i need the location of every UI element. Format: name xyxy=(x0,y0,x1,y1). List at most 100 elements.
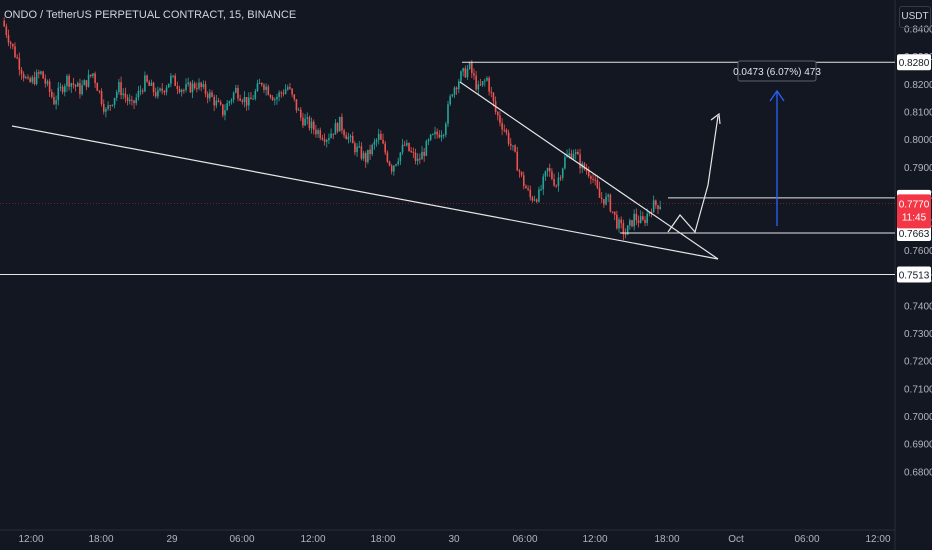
candle-body xyxy=(507,132,510,144)
candle-body xyxy=(445,123,447,135)
candle-body xyxy=(425,141,428,156)
time-tick-label: 06:00 xyxy=(794,534,819,545)
candle-body xyxy=(559,177,562,179)
candle-body xyxy=(113,97,116,105)
candle-body xyxy=(605,196,607,205)
candle-body xyxy=(141,90,144,92)
candle-body xyxy=(509,143,512,146)
candle-body xyxy=(477,84,480,90)
candle-body xyxy=(577,151,579,155)
candle-body xyxy=(338,116,341,132)
candle-body xyxy=(55,100,57,105)
candle-body xyxy=(488,77,490,92)
candle-body xyxy=(150,82,153,86)
candle-body xyxy=(432,134,434,136)
candle-body xyxy=(458,81,460,90)
candle-body xyxy=(325,140,328,142)
candle-body xyxy=(278,92,280,97)
candle-body xyxy=(295,99,298,111)
candle-body xyxy=(146,75,148,82)
candle-body xyxy=(180,89,183,93)
candle-body xyxy=(74,84,77,87)
candle-body xyxy=(646,213,648,224)
candle-body xyxy=(479,84,482,86)
candle-body xyxy=(94,73,96,84)
candle-body xyxy=(230,99,233,102)
time-tick-label: 29 xyxy=(166,534,178,545)
currency-button[interactable]: USDT xyxy=(899,6,931,28)
candle-body xyxy=(217,100,220,102)
candle-body xyxy=(626,225,629,235)
candle-body xyxy=(306,117,309,119)
candle-body xyxy=(531,197,534,201)
candle-body xyxy=(115,92,118,98)
candle-body xyxy=(126,97,129,102)
candle-body xyxy=(57,87,60,101)
candle-body xyxy=(542,176,545,190)
candle-body xyxy=(492,92,495,102)
candle-body xyxy=(592,178,594,180)
candle-body xyxy=(471,62,473,74)
candle-body xyxy=(312,121,315,130)
candle-body xyxy=(81,85,83,95)
candle-body xyxy=(258,83,261,85)
candle-body xyxy=(165,87,168,93)
time-tick-label: 12:00 xyxy=(582,534,607,545)
candle-body xyxy=(566,155,568,158)
candle-body xyxy=(633,213,635,227)
candle-body xyxy=(118,82,120,93)
candle-body xyxy=(587,171,590,177)
candle-body xyxy=(397,161,399,165)
candle-body xyxy=(367,149,369,163)
candle-body xyxy=(386,152,389,162)
symbol-title: ONDO / TetherUS PERPETUAL CONTRACT, 15, … xyxy=(4,9,297,21)
candle-body xyxy=(20,69,23,74)
candle-body xyxy=(42,71,44,79)
candle-body xyxy=(44,78,47,84)
candle-body xyxy=(152,82,155,93)
candle-body xyxy=(189,82,192,93)
candle-body xyxy=(486,77,488,81)
candle-body xyxy=(551,171,553,179)
candle-body xyxy=(5,26,8,35)
candle-body xyxy=(349,135,352,138)
candle-body xyxy=(252,98,254,100)
candle-body xyxy=(167,83,170,88)
candle-body xyxy=(14,46,16,58)
candle-body xyxy=(193,83,196,89)
price-tick-label: 0.6800 xyxy=(904,467,932,478)
candle-body xyxy=(620,219,622,224)
candle-body xyxy=(40,71,42,74)
measure-label: 0.0473 (6.07%) 473 xyxy=(733,67,821,78)
time-tick-label: 18:00 xyxy=(88,534,113,545)
candle-body xyxy=(481,81,484,85)
candle-body xyxy=(364,153,367,163)
candle-body xyxy=(256,83,259,92)
candle-body xyxy=(321,137,324,140)
candle-body xyxy=(29,78,31,82)
candle-body xyxy=(336,123,339,132)
candle-body xyxy=(133,100,135,104)
candle-body xyxy=(211,92,213,97)
candle-body xyxy=(269,95,272,98)
price-tick-label: 0.7100 xyxy=(904,384,932,395)
candle-body xyxy=(570,153,573,159)
candle-body xyxy=(109,105,112,107)
candle-body xyxy=(276,96,278,100)
level-price-tag xyxy=(897,266,931,283)
candle-body xyxy=(557,177,560,186)
candle-body xyxy=(63,86,66,93)
candle-body xyxy=(330,133,332,138)
candle-body xyxy=(609,194,612,212)
candle-body xyxy=(639,216,642,223)
time-tick-label: 12:00 xyxy=(18,534,43,545)
candle-body xyxy=(122,93,125,96)
level-price-label: 0.7663 xyxy=(899,229,930,240)
candle-body xyxy=(535,199,538,202)
lower-trendline xyxy=(11,125,719,260)
candle-body xyxy=(172,75,174,77)
time-tick-label: 18:00 xyxy=(370,534,395,545)
candle-body xyxy=(100,91,103,104)
